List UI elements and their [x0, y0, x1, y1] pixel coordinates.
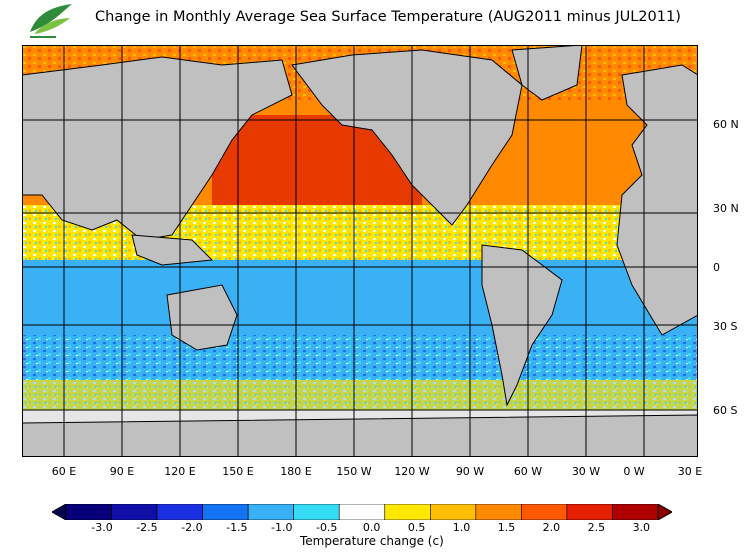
colorbar-swatch	[202, 504, 249, 520]
land-north-america	[291, 49, 523, 226]
lon-label: 30 E	[677, 465, 703, 478]
land-asia	[22, 56, 293, 241]
lon-label: 60 E	[51, 465, 77, 478]
lon-label: 120 W	[394, 465, 430, 478]
sst-map	[22, 45, 698, 457]
graticule	[22, 45, 698, 457]
colorbar-tick-label: 2.0	[542, 521, 561, 534]
lon-label: 150 E	[222, 465, 254, 478]
ocean-southern	[22, 380, 698, 410]
lon-label: 30 W	[571, 465, 601, 478]
colorbar-arrow-low	[52, 504, 67, 520]
lon-label: 60 W	[513, 465, 543, 478]
colorbar-swatch	[566, 504, 613, 520]
lat-label-60n: 60 N	[713, 118, 739, 131]
colorbar-tick-label: -2.5	[136, 521, 158, 534]
colorbar-swatch	[156, 504, 203, 520]
land-indonesia	[131, 234, 214, 266]
lat-label-30s: 30 S	[713, 320, 738, 333]
colorbar-tick-label: -1.5	[226, 521, 248, 534]
colorbar-tick-label: 2.5	[587, 521, 606, 534]
colorbar-tick-label: -2.0	[181, 521, 203, 534]
colorbar-swatch	[475, 504, 522, 520]
colorbar-tick-label: -0.5	[315, 521, 338, 534]
colorbar-tick-label: 1.5	[497, 521, 516, 534]
lon-label: 90 W	[455, 465, 485, 478]
colorbar-swatch	[521, 504, 568, 520]
colorbar-arrow-high	[657, 504, 672, 520]
land-antarctica	[22, 414, 698, 457]
land-australia	[166, 284, 238, 351]
ocean-tropics-south	[22, 260, 698, 340]
colorbar-tick-label: 3.0	[632, 521, 651, 534]
colorbar-tick-label: 1.0	[452, 521, 471, 534]
colorbar-tick-label: 0.0	[362, 521, 381, 534]
colorbar-swatch	[384, 504, 431, 520]
lon-label: 180 E	[280, 465, 312, 478]
colorbar-tick-label: -1.0	[271, 521, 293, 534]
colorbar-tick-label: 0.5	[407, 521, 426, 534]
lat-label-0: 0	[713, 261, 720, 274]
colorbar-swatch	[338, 504, 386, 520]
colorbar-swatch	[293, 504, 340, 520]
lon-label: 0 W	[623, 465, 645, 478]
colorbar-tick-label: -3.0	[91, 521, 113, 534]
lon-label: 120 E	[164, 465, 196, 478]
colorbar-swatch	[430, 504, 477, 520]
map-title: Change in Monthly Average Sea Surface Te…	[95, 9, 681, 25]
colorbar-swatch	[65, 504, 112, 520]
colorbar-swatch	[612, 504, 659, 520]
leaf-logo	[30, 4, 72, 38]
lon-label: 90 E	[109, 465, 135, 478]
lat-label-60s: 60 S	[713, 404, 738, 417]
lon-label: 150 W	[336, 465, 372, 478]
lat-label-30n: 30 N	[713, 202, 739, 215]
colorbar-label: Temperature change (c)	[300, 534, 444, 548]
colorbar	[52, 504, 672, 520]
colorbar-swatch	[111, 504, 158, 520]
colorbar-swatch	[247, 504, 294, 520]
